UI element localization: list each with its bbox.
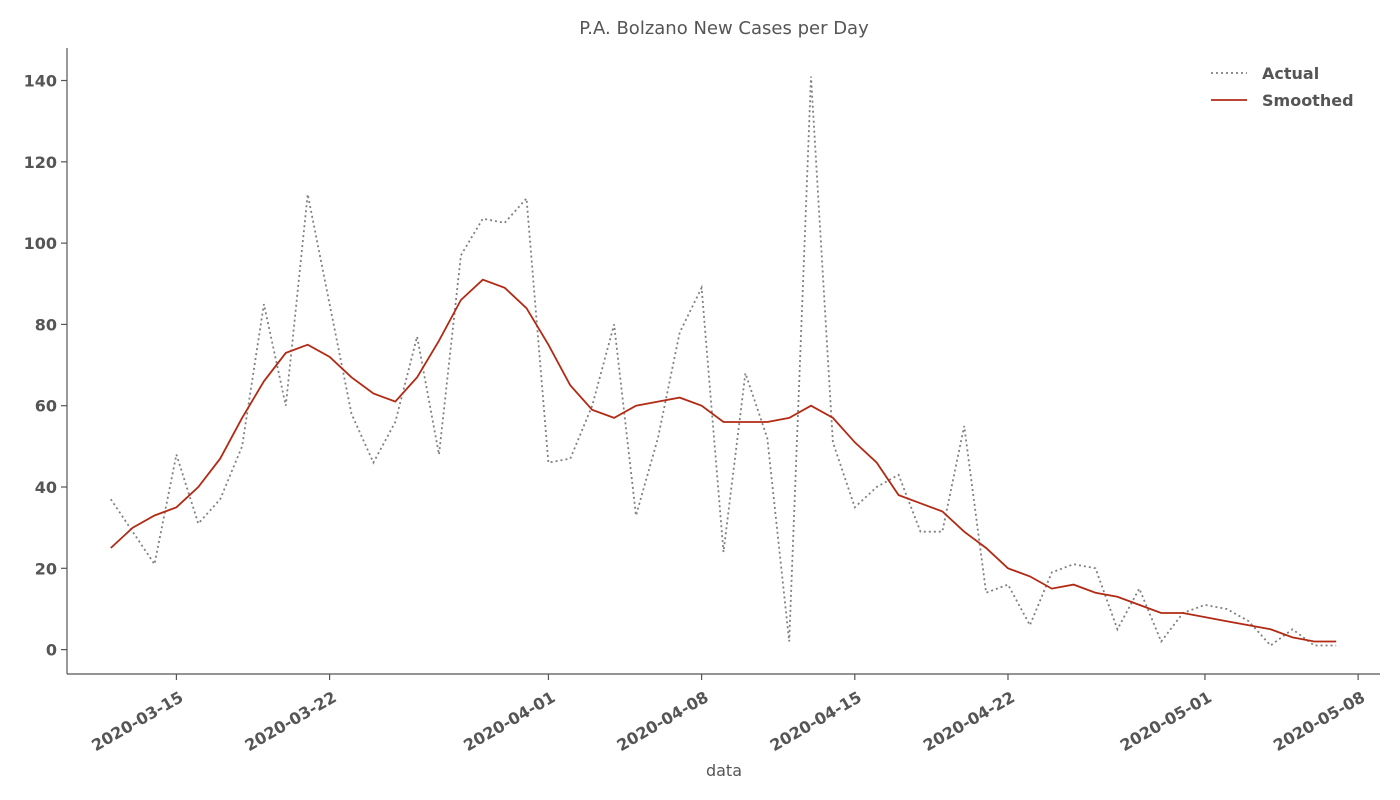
y-tick-label: 20: [35, 559, 57, 578]
series-points-smoothed: [110, 279, 1337, 642]
y-tick-label: 100: [24, 234, 57, 253]
x-tick-label: 2020-04-15: [767, 687, 865, 755]
x-tick-label: 2020-04-22: [920, 687, 1018, 755]
x-tick-label: 2020-04-08: [613, 687, 711, 755]
x-ticks: 2020-03-15 2020-03-22 2020-04-01 2020-04-08…: [88, 674, 1368, 755]
legend: Actual Smoothed: [1211, 64, 1354, 110]
series-line-smoothed: [110, 278, 1337, 643]
y-tick-label: 120: [24, 153, 57, 172]
x-tick-label: 2020-03-15: [88, 687, 186, 755]
x-tick-label: 2020-05-01: [1117, 687, 1215, 755]
chart-title: P.A. Bolzano New Cases per Day: [579, 18, 869, 39]
series-points-actual: [110, 76, 1337, 646]
y-tick-label: 40: [35, 478, 57, 497]
y-tick-label: 60: [35, 397, 57, 416]
x-axis-label: data: [706, 761, 742, 780]
x-tick-label: 2020-05-08: [1270, 687, 1368, 755]
axes: [66, 48, 1380, 675]
y-tick-label: 0: [46, 641, 57, 660]
y-tick-label: 140: [24, 72, 57, 91]
legend-label-actual: Actual: [1262, 64, 1319, 83]
x-tick-label: 2020-03-22: [241, 687, 339, 755]
x-tick-label: 2020-04-01: [460, 687, 558, 755]
plot-area: [110, 76, 1337, 647]
series-line-actual: [110, 76, 1337, 647]
legend-label-smoothed: Smoothed: [1262, 91, 1354, 110]
y-ticks: 0 20 40 60 80 100 120 140: [24, 72, 67, 660]
y-tick-label: 80: [35, 315, 57, 334]
